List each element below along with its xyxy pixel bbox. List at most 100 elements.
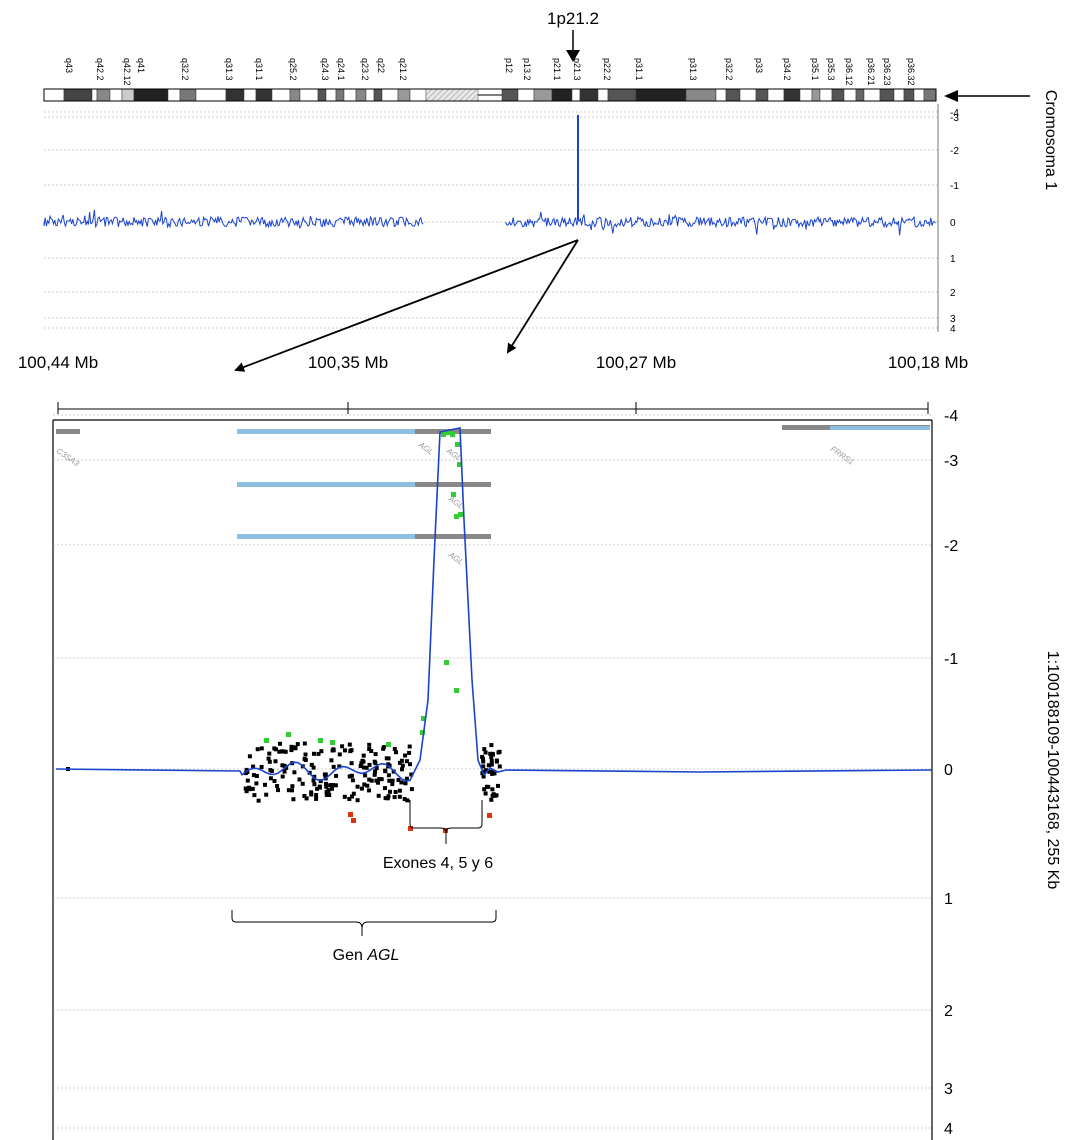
band <box>317 88 327 102</box>
probe-normal <box>496 750 501 755</box>
bottom-plot-trace <box>55 427 933 782</box>
band-label: p31.3 <box>688 58 698 81</box>
band <box>579 88 599 102</box>
probe-normal <box>383 769 388 774</box>
probe-normal <box>247 787 252 792</box>
probe-normal <box>490 769 495 774</box>
top-plot-grid <box>44 104 939 332</box>
probe-normal <box>358 764 363 769</box>
band <box>739 88 757 102</box>
band <box>843 88 857 102</box>
probe-normal <box>272 746 277 751</box>
probe-normal <box>314 796 319 801</box>
band <box>783 88 801 102</box>
probe-normal <box>481 774 486 779</box>
probe-normal <box>373 769 378 774</box>
band <box>607 88 637 102</box>
probe-gain <box>264 738 269 743</box>
band <box>167 88 181 102</box>
probe-normal <box>372 772 377 777</box>
band <box>343 88 357 102</box>
gene-name-label: FRRS1 <box>829 444 856 466</box>
bottom-y-tick: 2 <box>944 1003 953 1020</box>
probe-gain <box>318 738 323 743</box>
probe-gain <box>455 442 460 447</box>
probe-normal <box>386 773 391 778</box>
probe-normal <box>311 778 316 783</box>
probe-normal <box>289 748 294 753</box>
top-y-tick: -1 <box>950 181 959 192</box>
probe-points <box>66 430 502 833</box>
band <box>96 88 111 102</box>
band <box>819 88 833 102</box>
band-label: p32.2 <box>724 58 734 81</box>
probe-normal <box>331 747 336 752</box>
band <box>179 88 197 102</box>
top-y-tick: 3 <box>950 314 956 325</box>
band <box>855 88 865 102</box>
probe-normal <box>327 793 332 797</box>
probe-normal <box>340 744 345 749</box>
probe-normal <box>399 780 404 785</box>
band-label: q22 <box>376 58 386 73</box>
probe-normal <box>349 773 354 778</box>
probe-normal <box>392 747 397 751</box>
coord-label-2: 100,35 Mb <box>308 353 388 372</box>
probe-normal <box>247 754 252 759</box>
bottom-plot-grid <box>53 414 932 1129</box>
probe-normal <box>278 741 282 746</box>
probe-normal <box>244 789 249 794</box>
probe-normal <box>403 781 408 786</box>
probe-normal <box>282 763 287 768</box>
band <box>225 88 245 102</box>
probe-normal <box>245 778 250 783</box>
band <box>571 88 581 102</box>
probe-normal <box>489 762 494 767</box>
gene-label-name: AGL <box>366 947 399 964</box>
probe-gain <box>421 716 426 721</box>
band-label: q24.3 <box>320 58 330 81</box>
probe-normal <box>309 762 314 767</box>
probe-normal <box>324 792 329 797</box>
probe-normal <box>400 767 404 772</box>
probe-normal <box>363 773 368 778</box>
probe-normal <box>347 797 352 801</box>
probe-gain <box>446 430 451 435</box>
band <box>685 88 717 102</box>
top-plot-y-ticks: -4-3 -2 -1 0 1 2 34 <box>950 108 959 335</box>
probe-normal <box>280 774 285 779</box>
gene-bar <box>415 534 491 539</box>
probe-normal <box>483 791 488 796</box>
top-y-tick: 2 <box>950 288 956 299</box>
probe-normal <box>496 783 500 788</box>
probe-normal <box>324 781 328 786</box>
band-label: p36.12 <box>844 58 854 86</box>
probe-normal <box>402 797 407 802</box>
gene-name-label: C3SA3 <box>55 446 81 468</box>
probe-normal <box>486 784 491 789</box>
probe-normal <box>409 787 414 792</box>
probe-loss <box>351 818 356 823</box>
probe-normal <box>351 791 356 796</box>
probe-normal <box>286 788 291 793</box>
probe-normal <box>324 790 329 795</box>
probe-normal <box>481 764 486 769</box>
band <box>271 88 291 102</box>
probe-normal <box>409 772 414 777</box>
probe-loss <box>348 812 353 817</box>
probe-normal <box>329 758 334 763</box>
probe-normal <box>490 787 495 792</box>
probe-normal <box>484 768 489 773</box>
probe-normal <box>482 747 487 752</box>
probe-normal <box>269 769 274 773</box>
probe-normal <box>376 793 381 798</box>
probe-normal <box>318 779 323 784</box>
band <box>195 88 227 102</box>
probe-normal <box>350 778 355 783</box>
probe-gain <box>420 730 425 735</box>
band <box>799 88 813 102</box>
top-y-tick: -4 <box>950 108 959 119</box>
band-label: p31.1 <box>634 58 644 81</box>
bottom-y-tick: 0 <box>944 762 953 779</box>
band <box>255 88 273 102</box>
